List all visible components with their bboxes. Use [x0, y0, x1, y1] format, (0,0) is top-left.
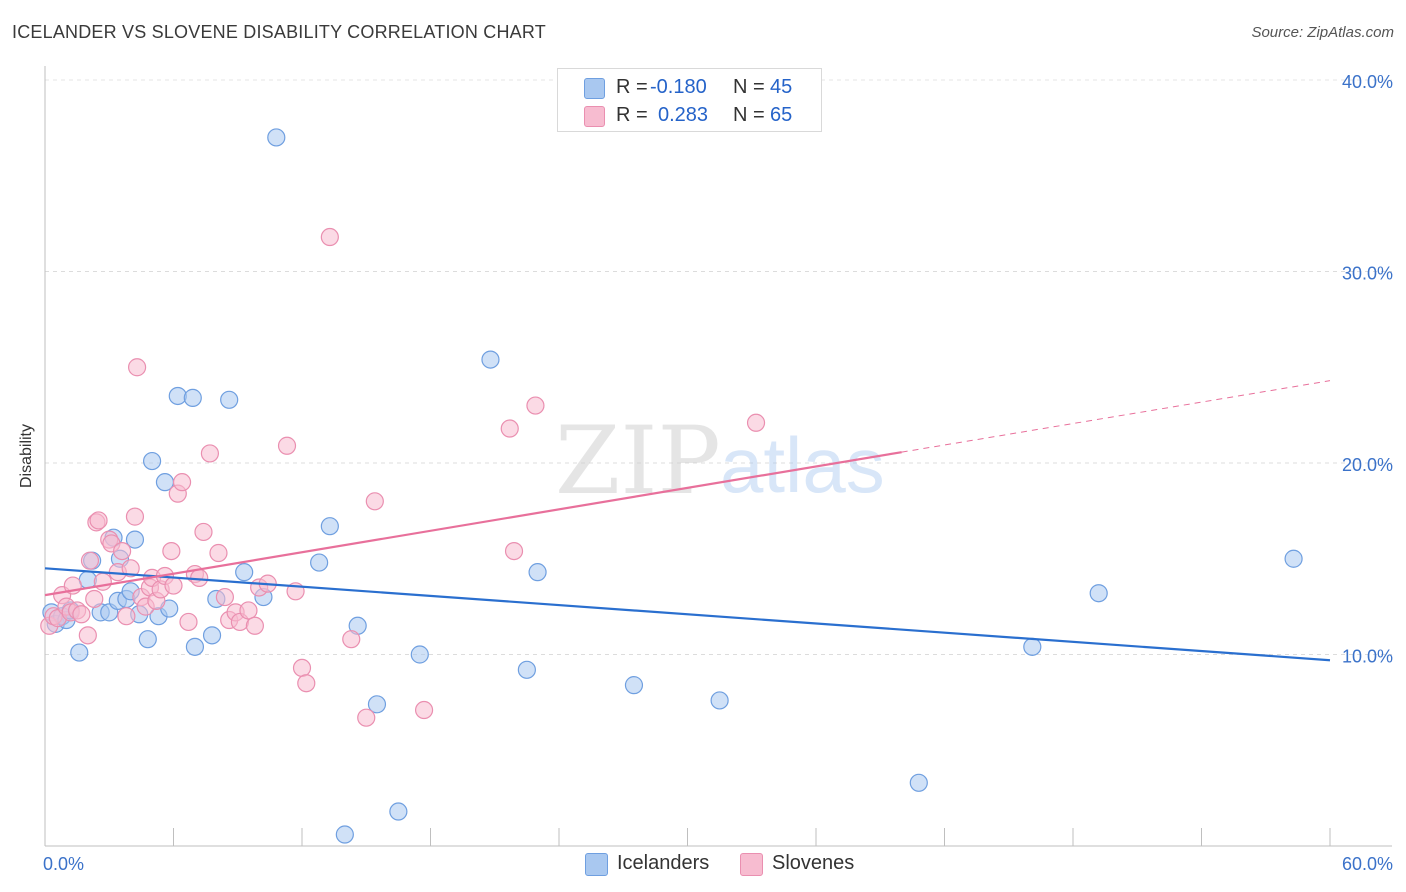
- icelander-point: [1089, 584, 1108, 603]
- icelander-point: [202, 626, 222, 645]
- chart-title: ICELANDER VS SLOVENE DISABILITY CORRELAT…: [12, 22, 546, 42]
- y-axis-title: Disability: [18, 423, 35, 489]
- icelander-point: [183, 388, 202, 407]
- slovene-point: [162, 541, 181, 561]
- icelander-point: [168, 386, 187, 406]
- r-value: -0.180: [650, 76, 707, 98]
- icelander-point: [389, 802, 408, 821]
- slovene-point: [414, 700, 434, 720]
- legend-label-icelanders: Icelanders: [617, 852, 710, 874]
- n-label: N =: [733, 104, 765, 126]
- r-label: R =: [616, 76, 648, 98]
- n-label: N =: [733, 76, 765, 98]
- slovene-point: [365, 492, 384, 511]
- y-tick-label: 20.0%: [1342, 455, 1393, 475]
- icelander-point: [320, 517, 339, 536]
- slovene-point: [89, 511, 108, 530]
- slovene-point: [112, 541, 132, 561]
- slovene-point: [127, 358, 147, 377]
- watermark: ZIP atlas: [555, 407, 885, 516]
- icelander-point: [220, 390, 239, 409]
- stats-row-slovenes: R = 0.283 N = 65: [558, 102, 821, 130]
- icelander-point: [335, 825, 354, 844]
- icelander-point: [410, 645, 429, 664]
- slovene-point: [320, 227, 339, 247]
- legend-label-slovenes: Slovenes: [772, 852, 855, 874]
- slovene-point: [526, 396, 545, 415]
- slovene-point: [172, 473, 192, 492]
- n-value: 45: [770, 76, 793, 98]
- slovenes-legend-swatch: [740, 853, 763, 876]
- watermark-zip: ZIP: [555, 407, 721, 516]
- slovene-point: [78, 626, 97, 645]
- slovene-point: [209, 543, 228, 563]
- slovenes-trend-line: [44, 451, 902, 597]
- icelander-point: [185, 637, 205, 656]
- n-value: 65: [770, 104, 793, 126]
- trend-layer: [44, 380, 1331, 662]
- stats-legend-box: R = -0.180 N = 45 R = 0.283 N = 65: [557, 68, 822, 132]
- icelander-point: [310, 553, 329, 572]
- source-label: Source: ZipAtlas.com: [1251, 24, 1394, 41]
- slovene-point: [357, 708, 376, 727]
- icelanders-trend-line: [44, 567, 1331, 662]
- icelander-point: [1023, 637, 1042, 656]
- icelander-point: [517, 660, 536, 679]
- slovene-point: [80, 551, 100, 570]
- icelander-point: [235, 563, 254, 582]
- y-tick-label: 10.0%: [1342, 647, 1393, 667]
- slovene-point: [93, 572, 112, 591]
- y-tick-label: 30.0%: [1342, 264, 1393, 284]
- x-tick-label: 60.0%: [1342, 854, 1393, 874]
- icelander-point: [1284, 549, 1303, 568]
- points-layer: [40, 128, 1303, 844]
- slovene-point: [277, 436, 297, 455]
- slovene-point: [245, 616, 264, 635]
- stats-row-icelanders: R = -0.180 N = 45: [558, 74, 821, 102]
- x-tick-label: 0.0%: [43, 854, 84, 874]
- icelanders-legend-swatch: [585, 853, 608, 876]
- slovene-point: [117, 607, 136, 626]
- icelander-point: [367, 695, 387, 714]
- y-tick-label: 40.0%: [1342, 72, 1393, 92]
- slovene-point: [194, 522, 213, 542]
- slovenes-swatch: [584, 106, 605, 127]
- slovene-point: [292, 658, 312, 678]
- icelander-point: [481, 350, 500, 369]
- slovene-point: [504, 541, 524, 561]
- icelander-point: [710, 691, 729, 710]
- icelander-point: [267, 128, 286, 147]
- slovene-point: [215, 587, 234, 607]
- r-value: 0.283: [658, 104, 709, 126]
- slovenes-trend-extension: [901, 380, 1331, 453]
- slovene-point: [121, 559, 140, 578]
- icelander-point: [528, 563, 547, 582]
- watermark-atlas: atlas: [720, 421, 885, 509]
- icelanders-swatch: [584, 78, 605, 99]
- slovene-point: [72, 605, 91, 624]
- slovene-point: [179, 612, 198, 632]
- slovene-point: [239, 601, 258, 620]
- slovene-point: [164, 576, 183, 595]
- slovene-point: [746, 413, 766, 432]
- slovene-point: [297, 674, 316, 693]
- slovene-point: [125, 507, 145, 526]
- slovene-point: [200, 444, 220, 463]
- slovene-point: [500, 419, 519, 438]
- icelander-point: [624, 676, 644, 695]
- r-label: R =: [616, 104, 648, 126]
- tick-labels: 10.0% 20.0% 30.0% 40.0% 0.0% 60.0%: [43, 72, 1393, 874]
- slovene-point: [342, 630, 361, 649]
- icelander-point: [909, 773, 928, 792]
- icelander-point: [70, 643, 89, 662]
- icelander-point: [142, 451, 162, 471]
- icelander-point: [125, 530, 145, 549]
- series-legend: Icelanders Slovenes: [0, 851, 1406, 881]
- icelander-point: [138, 630, 157, 649]
- slovene-point: [85, 589, 104, 609]
- axis-layer: [44, 66, 1392, 847]
